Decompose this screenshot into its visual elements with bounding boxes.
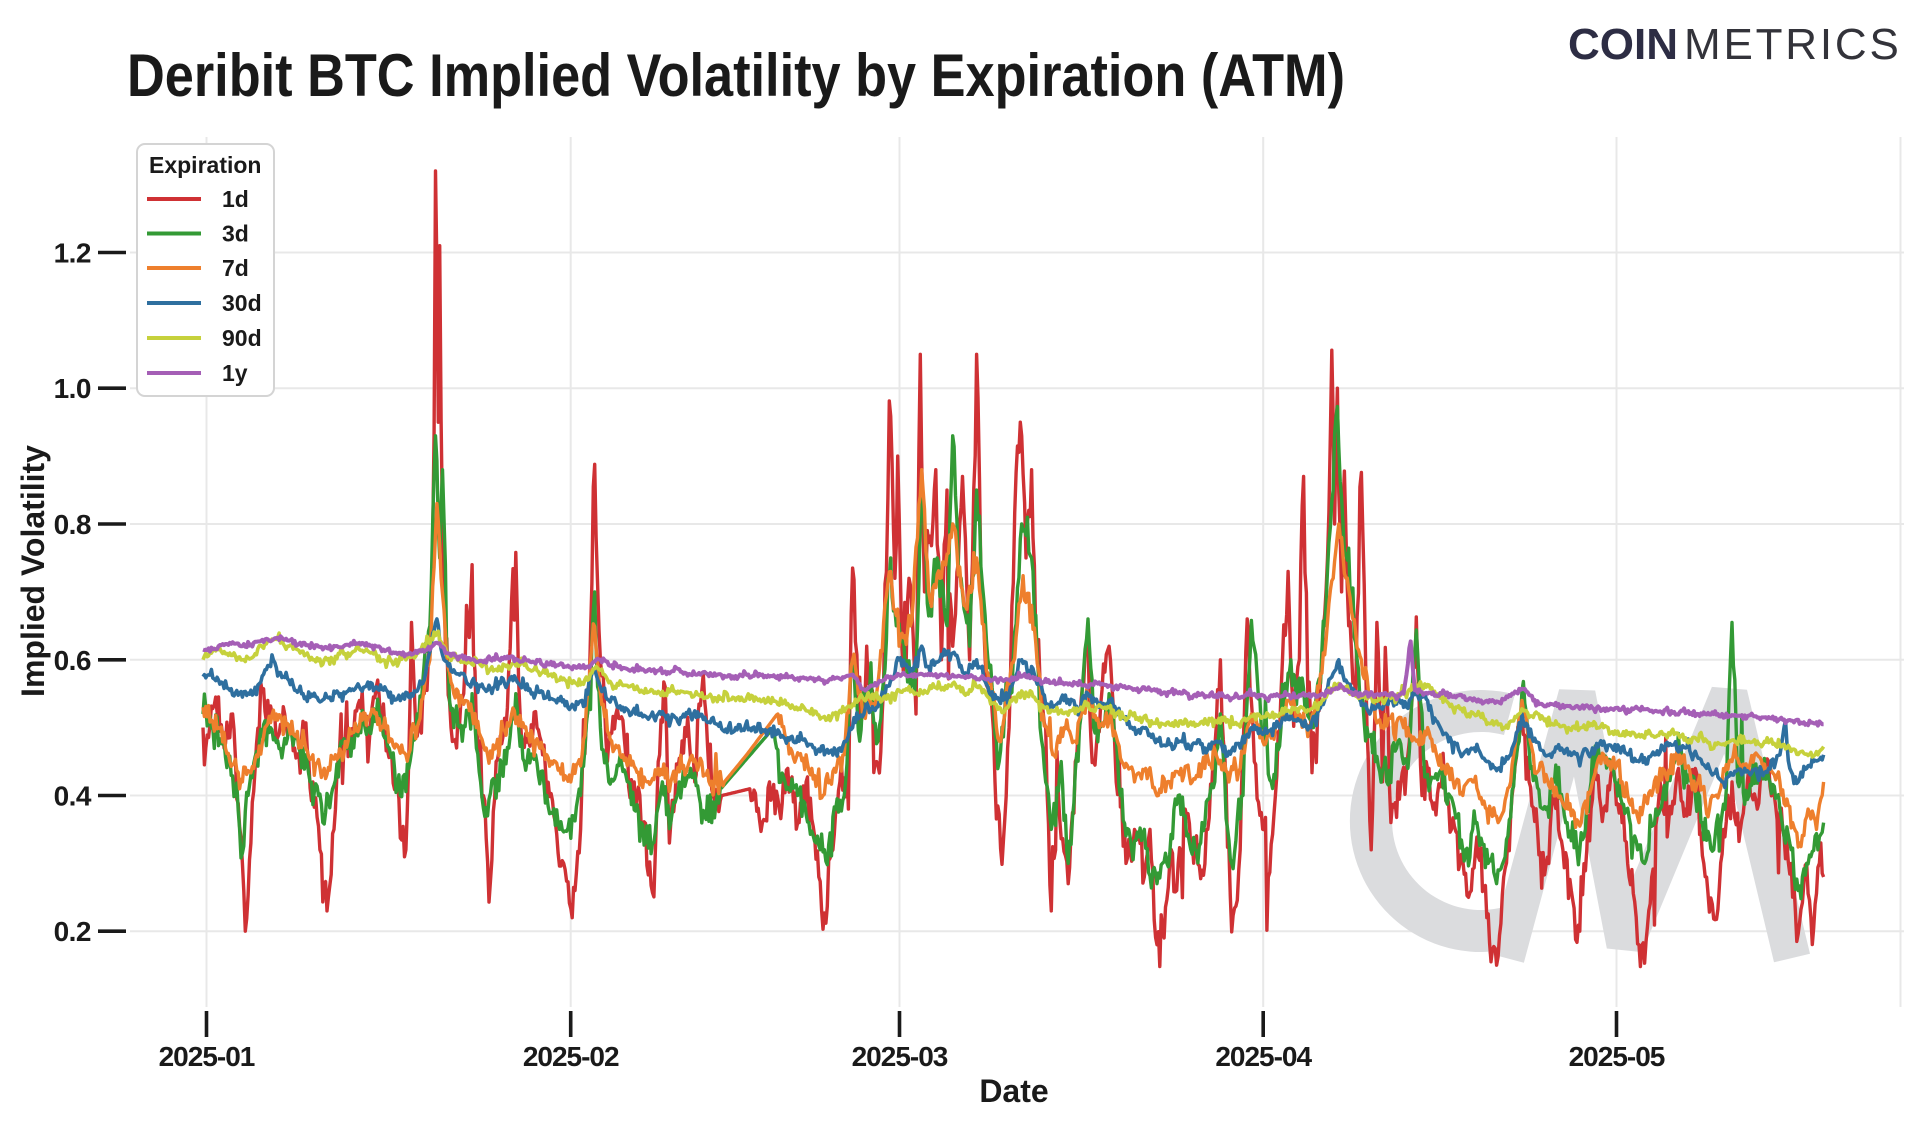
svg-text:2025-01: 2025-01 (159, 1041, 255, 1072)
svg-text:Deribit BTC Implied Volatility: Deribit BTC Implied Volatility by Expira… (127, 42, 1345, 109)
svg-text:1d: 1d (222, 186, 249, 212)
svg-text:1y: 1y (222, 360, 248, 386)
svg-text:30d: 30d (222, 290, 262, 316)
svg-text:2025-02: 2025-02 (523, 1041, 619, 1072)
svg-text:0.4: 0.4 (54, 781, 92, 812)
svg-text:1.0: 1.0 (54, 373, 91, 404)
svg-text:COIN: COIN (1568, 20, 1678, 69)
svg-text:1.2: 1.2 (54, 238, 91, 269)
svg-text:Implied Volatility: Implied Volatility (15, 445, 51, 697)
svg-text:0.8: 0.8 (54, 509, 91, 540)
svg-text:2025-05: 2025-05 (1569, 1041, 1665, 1072)
svg-text:2025-04: 2025-04 (1215, 1041, 1312, 1072)
svg-text:METRICS: METRICS (1684, 20, 1902, 69)
svg-text:0.2: 0.2 (54, 916, 91, 947)
svg-text:0.6: 0.6 (54, 645, 91, 676)
svg-text:7d: 7d (222, 255, 249, 281)
svg-text:2025-03: 2025-03 (852, 1041, 948, 1072)
svg-text:90d: 90d (222, 325, 262, 351)
svg-text:3d: 3d (222, 221, 249, 247)
svg-text:Expiration: Expiration (149, 152, 261, 178)
svg-text:Date: Date (979, 1073, 1048, 1109)
